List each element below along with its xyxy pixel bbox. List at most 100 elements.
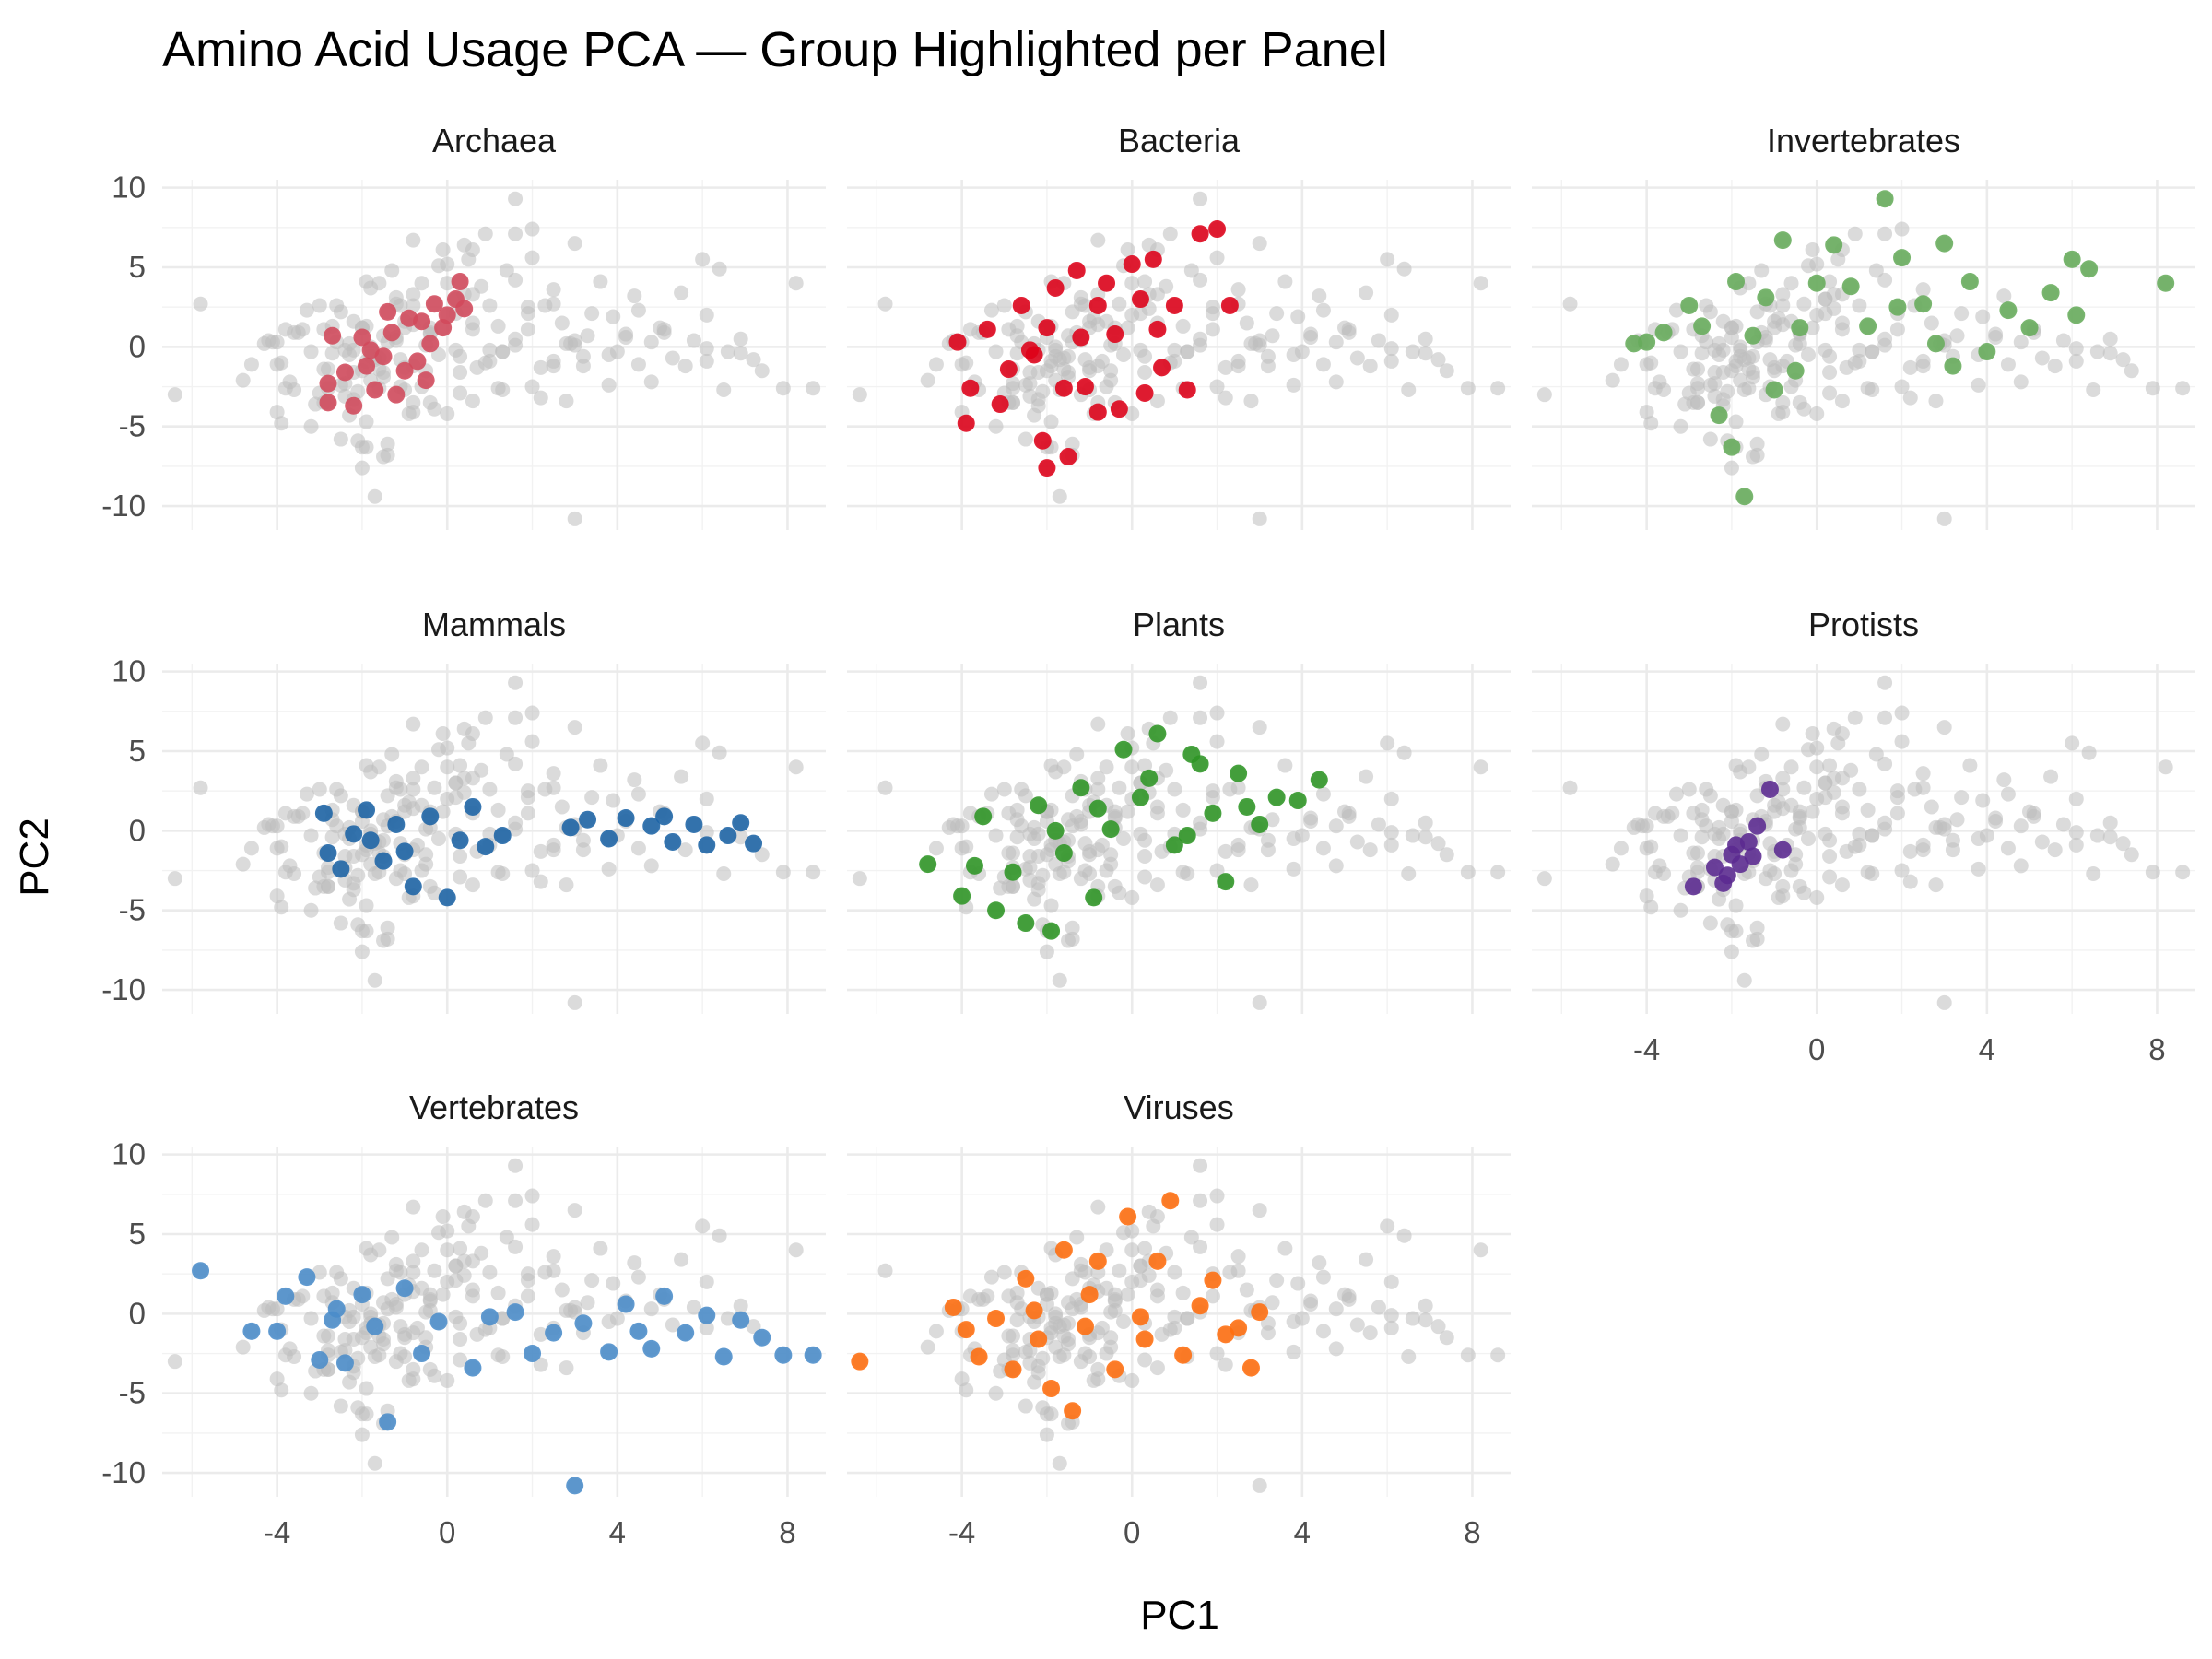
background-point	[1405, 1311, 1420, 1326]
background-point	[1167, 342, 1182, 358]
background-point	[274, 355, 289, 371]
highlight-point	[192, 1262, 210, 1280]
background-point	[1889, 806, 1905, 821]
background-point	[303, 1385, 319, 1401]
background-point	[606, 309, 621, 324]
background-point	[1077, 352, 1093, 368]
background-point	[1949, 328, 1965, 344]
background-point	[1137, 1352, 1153, 1368]
highlight-point	[1148, 724, 1167, 743]
background-point	[1673, 344, 1688, 359]
background-point	[1801, 742, 1816, 758]
background-point	[1401, 866, 1417, 881]
background-point	[2068, 791, 2084, 806]
background-point	[1430, 836, 1446, 852]
background-point	[959, 839, 974, 854]
background-point	[1030, 849, 1046, 864]
background-point	[1847, 710, 1863, 725]
background-point	[546, 353, 561, 369]
highlight-point	[413, 312, 431, 331]
background-point	[928, 1324, 944, 1339]
background-point	[1473, 276, 1488, 291]
background-point	[1783, 276, 1799, 291]
background-point	[482, 1265, 498, 1280]
background-point	[1303, 814, 1319, 829]
background-point	[1699, 335, 1714, 350]
highlight-point	[545, 1324, 563, 1342]
background-point	[435, 804, 451, 819]
background-point	[482, 826, 498, 841]
background-point	[546, 296, 561, 312]
background-point	[448, 1309, 464, 1324]
highlight-point	[1893, 249, 1912, 267]
highlight-point	[698, 1306, 716, 1324]
background-point	[520, 806, 535, 821]
background-point	[928, 357, 944, 372]
background-point	[1668, 302, 1684, 318]
background-point	[1112, 1263, 1127, 1278]
background-point	[1975, 793, 1991, 808]
background-point	[928, 841, 944, 856]
background-point	[775, 381, 791, 396]
background-point	[754, 847, 770, 863]
background-point	[1252, 1477, 1267, 1493]
background-point	[1362, 842, 1378, 858]
background-point	[367, 488, 382, 504]
highlight-point	[1208, 220, 1227, 239]
y-tick-label: 5	[129, 1217, 146, 1251]
background-point	[988, 828, 1004, 843]
highlight-point	[319, 844, 337, 863]
background-point	[418, 1330, 434, 1346]
background-point	[1090, 1199, 1106, 1215]
background-point	[1193, 331, 1208, 347]
background-point	[1260, 1315, 1276, 1331]
background-point	[656, 322, 672, 337]
background-point	[371, 1242, 387, 1258]
background-point	[1205, 1288, 1220, 1304]
background-point	[1035, 867, 1051, 883]
highlight-point	[1773, 231, 1792, 250]
background-point	[482, 353, 498, 369]
background-point	[440, 406, 455, 421]
background-point	[406, 782, 421, 797]
highlight-point	[353, 1286, 371, 1304]
background-point	[477, 1193, 493, 1208]
background-point	[508, 710, 524, 725]
highlight-point	[1310, 771, 1328, 789]
highlight-point	[970, 1347, 988, 1366]
highlight-point	[524, 1345, 542, 1363]
highlight-point	[600, 830, 618, 848]
background-point	[1694, 346, 1710, 361]
highlight-point	[345, 396, 363, 415]
highlight-point	[1042, 1380, 1061, 1398]
background-point	[1380, 735, 1395, 751]
background-point	[1702, 431, 1718, 447]
background-point	[1865, 828, 1880, 843]
background-point	[1183, 263, 1199, 278]
highlight-point	[1114, 740, 1133, 759]
background-point	[580, 328, 595, 344]
background-point	[1396, 745, 1412, 760]
highlight-point	[1131, 290, 1149, 309]
background-point	[2034, 834, 2050, 850]
highlight-point	[408, 352, 427, 371]
highlight-point	[1123, 255, 1141, 274]
background-point	[920, 372, 935, 388]
background-point	[877, 780, 893, 795]
background-point	[490, 865, 506, 880]
background-point	[1167, 353, 1182, 369]
highlight-point	[1017, 1269, 1035, 1288]
background-point	[1562, 296, 1578, 312]
background-point	[363, 1339, 379, 1355]
background-point	[1230, 1263, 1246, 1278]
background-point	[1193, 1239, 1208, 1254]
background-point	[1022, 1355, 1038, 1371]
background-point	[1536, 387, 1552, 403]
background-point	[1043, 414, 1059, 429]
facet-strip-label: Bacteria	[1118, 122, 1241, 159]
background-point	[1137, 758, 1153, 773]
highlight-point	[957, 1321, 975, 1339]
background-point	[1473, 759, 1488, 775]
background-point	[499, 1230, 514, 1245]
background-point	[1052, 488, 1067, 504]
